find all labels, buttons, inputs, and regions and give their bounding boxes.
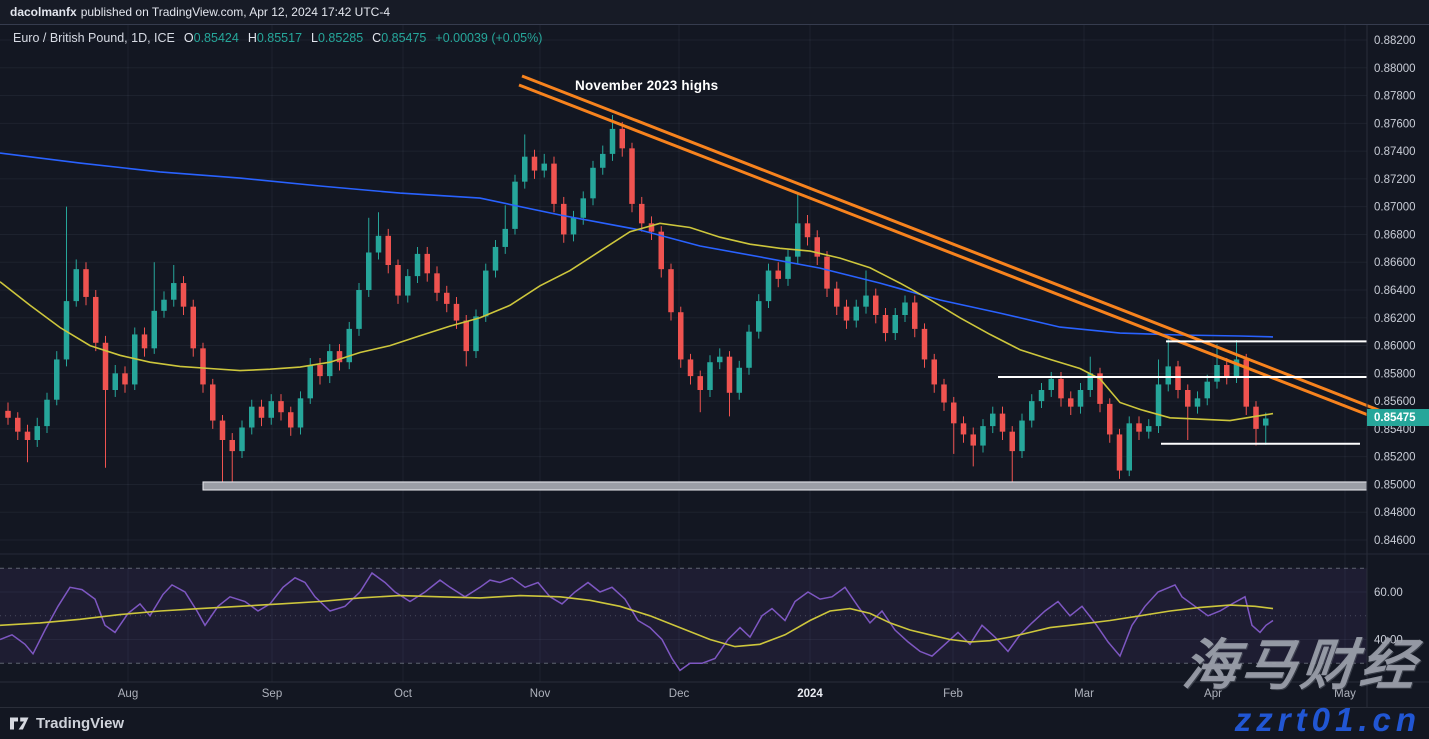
- svg-text:0.87000: 0.87000: [1374, 202, 1416, 214]
- author-name: dacolmanfx: [10, 5, 77, 19]
- footer-bar: TradingView: [0, 707, 1429, 739]
- change-value: +0.00039 (+0.05%): [435, 31, 543, 45]
- ohlc-value: 0.85517: [256, 31, 303, 45]
- svg-text:0.86800: 0.86800: [1374, 229, 1416, 241]
- svg-text:Oct: Oct: [394, 688, 413, 700]
- svg-text:May: May: [1334, 688, 1356, 700]
- ohlc-value: 0.85285: [317, 31, 364, 45]
- svg-text:Sep: Sep: [262, 688, 282, 700]
- ohlc-key: C: [372, 31, 382, 45]
- symbol-legend[interactable]: Euro / British Pound, 1D, ICE O0.85424 H0…: [13, 31, 542, 45]
- ma-200-blue: [0, 152, 1274, 338]
- svg-text:0.87800: 0.87800: [1374, 91, 1416, 103]
- ohlc-key: H: [247, 31, 257, 45]
- svg-text:0.87200: 0.87200: [1374, 174, 1416, 186]
- tradingview-logo-text: TradingView: [36, 715, 125, 732]
- trendline-annotation[interactable]: November 2023 highs: [575, 78, 719, 93]
- svg-text:0.86200: 0.86200: [1374, 313, 1416, 325]
- published-text: published on TradingView.com, Apr 12, 20…: [80, 5, 390, 19]
- svg-text:Nov: Nov: [530, 688, 551, 700]
- svg-text:Mar: Mar: [1074, 688, 1094, 700]
- svg-text:40.00: 40.00: [1374, 635, 1403, 647]
- svg-text:0.86600: 0.86600: [1374, 257, 1416, 269]
- svg-text:Feb: Feb: [943, 688, 963, 700]
- ohlc-values: O0.85424 H0.85517 L0.85285 C0.85475: [184, 31, 427, 45]
- time-axis[interactable]: Aug Sep Oct Nov Dec 2024 Feb Mar Apr May: [118, 688, 1356, 700]
- price-axis[interactable]: 0.88200 0.88000 0.87800 0.87600 0.87400 0.872…: [1374, 35, 1416, 647]
- rsi-lines: [0, 571, 1274, 672]
- ohlc-key: O: [183, 31, 194, 45]
- symbol-title[interactable]: Euro / British Pound, 1D, ICE: [13, 31, 175, 45]
- rsi-line: [0, 571, 1274, 672]
- rsi-ma-line: [0, 594, 1274, 648]
- svg-text:0.88200: 0.88200: [1374, 35, 1416, 47]
- svg-text:0.87400: 0.87400: [1374, 146, 1416, 158]
- candlesticks: [5, 115, 1269, 485]
- ohlc-key: L: [311, 31, 318, 45]
- svg-text:Aug: Aug: [118, 688, 138, 700]
- horizontal-levels: [998, 340, 1367, 445]
- svg-text:0.85600: 0.85600: [1374, 396, 1416, 408]
- rsi-band: [0, 567, 1367, 664]
- svg-text:0.88000: 0.88000: [1374, 63, 1416, 75]
- svg-text:0.84800: 0.84800: [1374, 507, 1416, 519]
- svg-text:0.86000: 0.86000: [1374, 341, 1416, 353]
- tradingview-logo[interactable]: TradingView: [10, 715, 124, 732]
- grid-lines: [0, 25, 1367, 682]
- last-price-label: 0.85475: [1367, 409, 1429, 426]
- ohlc-value: 0.85475: [381, 31, 427, 45]
- svg-text:60.00: 60.00: [1374, 587, 1403, 599]
- svg-text:0.84600: 0.84600: [1374, 535, 1416, 547]
- published-bar: dacolmanfx published on TradingView.com,…: [0, 0, 1429, 25]
- svg-text:0.85400: 0.85400: [1374, 424, 1416, 436]
- pane-borders: [0, 25, 1429, 707]
- ma-50-yellow: [0, 222, 1274, 422]
- svg-text:0.85000: 0.85000: [1374, 479, 1416, 491]
- watermark-url: zzrt01.cn: [1234, 701, 1421, 738]
- svg-text:0.86400: 0.86400: [1374, 285, 1416, 297]
- watermark-cjk: 海马财经: [1179, 634, 1423, 696]
- trendline-channel: [518, 74, 1382, 422]
- svg-text:0.85800: 0.85800: [1374, 368, 1416, 380]
- tradingview-logo-icon: [10, 717, 29, 730]
- moving-averages: [0, 152, 1274, 422]
- svg-text:0.85200: 0.85200: [1374, 452, 1416, 464]
- ohlc-value: 0.85424: [193, 31, 239, 45]
- support-band: [202, 481, 1368, 491]
- svg-text:Dec: Dec: [669, 688, 690, 700]
- svg-text:0.87600: 0.87600: [1374, 118, 1416, 130]
- svg-text:2024: 2024: [797, 688, 823, 700]
- svg-text:Apr: Apr: [1204, 688, 1222, 700]
